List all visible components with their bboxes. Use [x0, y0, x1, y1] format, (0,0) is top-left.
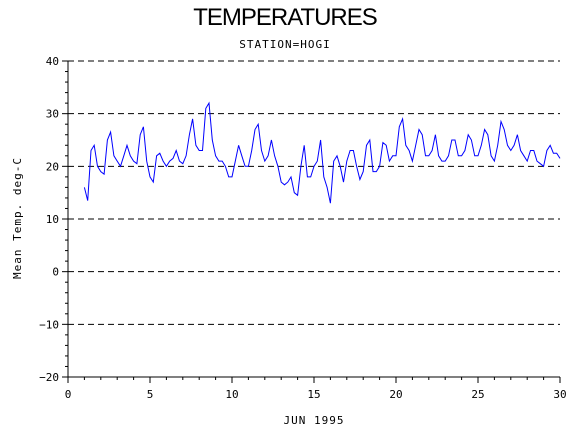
- y-axis-label: Mean Temp. deg-C: [11, 157, 24, 279]
- x-tick-label-10: 10: [225, 388, 238, 401]
- minor-ticks: [65, 71, 545, 380]
- grid-lines: [68, 60, 560, 378]
- y-tick-label--20: −20: [39, 371, 59, 384]
- chart-subtitle: STATION=HOGI: [239, 38, 331, 51]
- chart-title: TEMPERATURES: [193, 4, 378, 31]
- series-line-0: [83, 101, 561, 204]
- x-tick-label-30: 30: [553, 388, 566, 401]
- y-tick-label-20: 20: [46, 160, 59, 173]
- series-layer: [83, 101, 561, 204]
- y-tick-label-40: 40: [46, 55, 59, 68]
- x-tick-label-20: 20: [389, 388, 402, 401]
- x-axis-label: JUN 1995: [284, 414, 345, 427]
- x-tick-label-25: 25: [471, 388, 484, 401]
- y-tick-label-10: 10: [46, 213, 59, 226]
- x-axis-ticks: 0 5 10 15 20 25 30: [65, 377, 567, 401]
- x-tick-label-5: 5: [147, 388, 154, 401]
- x-tick-label-0: 0: [65, 388, 72, 401]
- y-tick-label-30: 30: [46, 108, 59, 121]
- y-tick-label--10: −10: [39, 318, 59, 331]
- y-axis-ticks: −20 −10 0 10 20 30 40: [39, 55, 68, 384]
- y-tick-label-0: 0: [52, 266, 59, 279]
- x-tick-label-15: 15: [307, 388, 320, 401]
